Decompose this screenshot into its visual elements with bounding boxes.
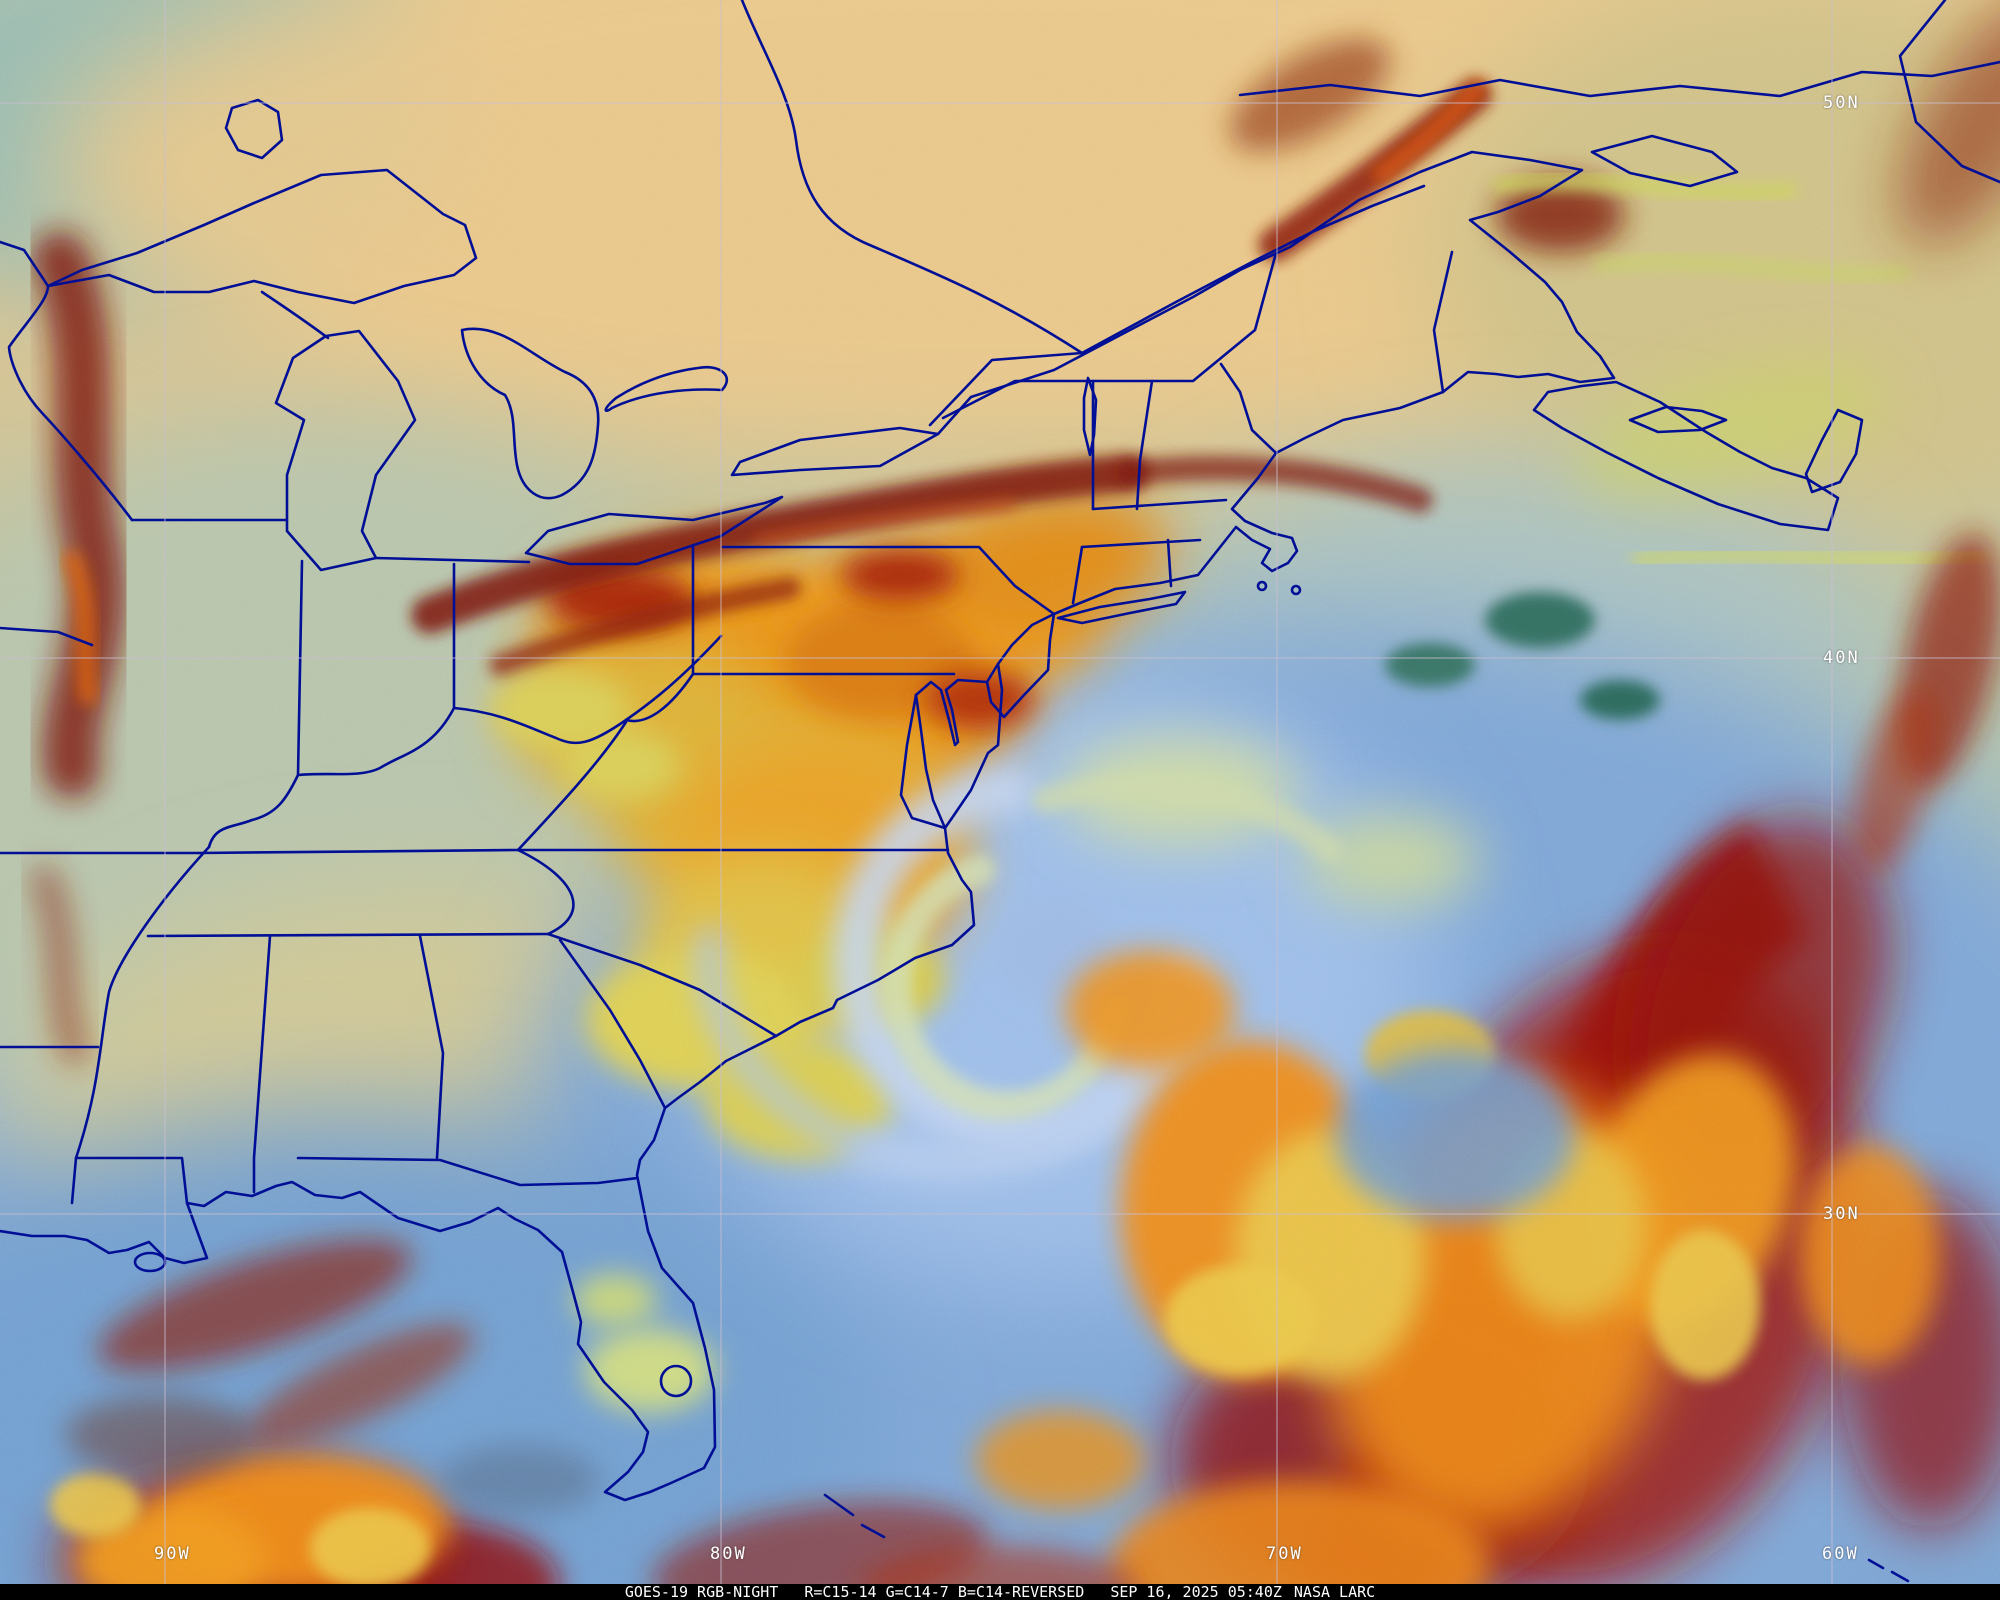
latitude-label-40n: 40N (1823, 648, 1860, 668)
longitude-label-70w: 70W (1266, 1544, 1303, 1564)
caption-bar: GOES-19 RGB-NIGHT R=C15-14 G=C14-7 B=C14… (0, 1584, 2000, 1600)
latitude-label-50n: 50N (1823, 93, 1860, 113)
longitude-label-60w: 60W (1822, 1544, 1859, 1564)
longitude-label-90w: 90W (154, 1544, 191, 1564)
caption-credit: NASA LARC (1293, 1583, 1376, 1600)
caption-datetime: SEP 16, 2025 05:40Z (1110, 1583, 1282, 1600)
longitude-label-80w: 80W (710, 1544, 747, 1564)
caption-product: GOES-19 RGB-NIGHT (624, 1583, 779, 1600)
latitude-label-30n: 30N (1823, 1204, 1860, 1224)
caption-channel-recipe: R=C15-14 G=C14-7 B=C14-REVERSED (804, 1583, 1085, 1600)
